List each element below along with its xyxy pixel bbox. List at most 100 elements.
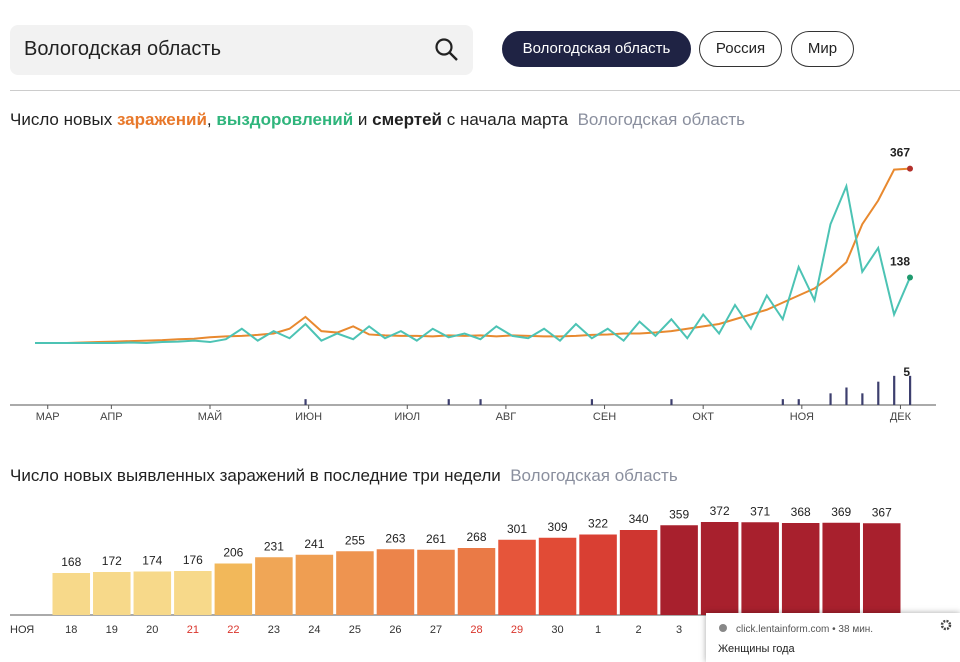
- x-tick-label: 26: [389, 624, 401, 636]
- x-tick-label: АПР: [100, 411, 122, 423]
- x-tick-label: НОЯ: [790, 411, 814, 423]
- value-label: 168: [61, 555, 81, 569]
- value-label: 176: [183, 553, 203, 567]
- gear-icon[interactable]: [940, 619, 952, 631]
- bar: [376, 549, 415, 615]
- chart-subtitle: Вологодская область: [510, 466, 678, 485]
- x-tick-label: 29: [511, 624, 523, 636]
- chart-title: Число новых заражений, выздоровлений и с…: [10, 110, 745, 130]
- end-label: 367: [890, 146, 910, 160]
- tab[interactable]: Россия: [699, 31, 782, 67]
- death-bar: [861, 393, 864, 405]
- x-tick-label: ИЮН: [295, 411, 322, 423]
- value-label: 309: [548, 520, 568, 534]
- bar: [862, 523, 901, 615]
- x-tick-label: 28: [470, 624, 482, 636]
- bar: [457, 548, 496, 615]
- death-bar: [590, 399, 594, 405]
- end-label: 5: [903, 365, 910, 379]
- value-label: 301: [507, 522, 527, 536]
- notification[interactable]: click.lentainform.com • 38 мин. Женщины …: [706, 613, 960, 662]
- chart-title: Число новых выявленных заражений в после…: [10, 466, 678, 486]
- x-tick-label: 24: [308, 624, 320, 636]
- bar: [417, 549, 455, 615]
- search-text: Вологодская область: [24, 38, 222, 60]
- value-label: 371: [750, 504, 770, 518]
- tab[interactable]: Мир: [791, 31, 854, 67]
- death-bar: [447, 399, 450, 405]
- x-tick-label: СЕН: [593, 411, 616, 423]
- bar: [822, 522, 860, 615]
- value-label: 231: [264, 539, 284, 553]
- bar: [538, 537, 577, 615]
- chart-subtitle: Вологодская область: [577, 110, 746, 129]
- x-tick-label: 23: [268, 624, 280, 636]
- x-tick-label: ОКТ: [692, 411, 714, 423]
- death-bar: [845, 387, 848, 405]
- x-tick-label: 25: [349, 624, 361, 636]
- bar: [336, 551, 374, 615]
- bar: [619, 530, 658, 615]
- end-dot: [907, 274, 913, 281]
- x-tick-label: 30: [551, 624, 563, 636]
- bar: [214, 563, 253, 615]
- value-label: 174: [142, 554, 162, 568]
- x-tick-label: ДЕК: [890, 411, 912, 423]
- x-tick-label: МАЙ: [198, 410, 222, 423]
- value-label: 261: [426, 532, 446, 546]
- death-bar: [829, 393, 832, 405]
- title-series: смертей: [372, 110, 443, 129]
- icon: [719, 624, 727, 632]
- notification-text: Женщины года: [718, 643, 795, 655]
- x-tick-label: 19: [106, 624, 118, 636]
- title-series: заражений: [116, 110, 207, 129]
- x-tick-label: 27: [430, 624, 442, 636]
- value-label: 241: [304, 537, 324, 551]
- death-bar: [670, 399, 673, 405]
- bar: [255, 557, 293, 615]
- x-tick-label: 2: [636, 624, 642, 636]
- value-label: 367: [872, 505, 892, 519]
- tab[interactable]: Вологодская область: [502, 31, 691, 67]
- bar: [781, 523, 820, 615]
- title-part: и: [353, 110, 373, 129]
- title-part: ,: [206, 110, 217, 129]
- value-label: 359: [669, 507, 689, 521]
- title-part: Число новых: [10, 110, 117, 129]
- value-label: 369: [831, 505, 851, 519]
- bar: [93, 572, 131, 615]
- bar: [133, 571, 172, 615]
- search-box[interactable]: Вологодская область: [10, 25, 473, 75]
- value-label: 322: [588, 517, 608, 531]
- series-line: [35, 182, 911, 345]
- value-label: 340: [629, 512, 649, 526]
- death-bar: [797, 399, 800, 405]
- x-tick-label: 21: [187, 624, 199, 636]
- x-axis-label: НОЯ: [10, 624, 34, 636]
- bar: [174, 571, 212, 615]
- bar: [741, 522, 779, 615]
- value-label: 372: [710, 504, 730, 518]
- series-line: [35, 167, 911, 344]
- x-tick-label: 1: [595, 624, 601, 636]
- end-label: 138: [890, 254, 910, 268]
- bar: [295, 554, 334, 615]
- end-dot: [907, 165, 913, 172]
- value-label: 172: [102, 554, 122, 568]
- x-tick-label: 20: [146, 624, 158, 636]
- death-bar: [909, 375, 912, 405]
- x-tick-label: ИЮЛ: [394, 411, 420, 423]
- x-tick-label: 22: [227, 624, 239, 636]
- search-icon[interactable]: [434, 37, 460, 63]
- death-bar: [479, 399, 482, 405]
- title-text: Число новых выявленных заражений в после…: [10, 466, 501, 485]
- death-bar: [304, 399, 307, 405]
- value-label: 268: [466, 530, 486, 544]
- value-label: 263: [385, 531, 405, 545]
- value-label: 368: [791, 505, 811, 519]
- bar: [660, 525, 698, 615]
- x-tick-label: 3: [676, 624, 682, 636]
- value-label: 255: [345, 533, 365, 547]
